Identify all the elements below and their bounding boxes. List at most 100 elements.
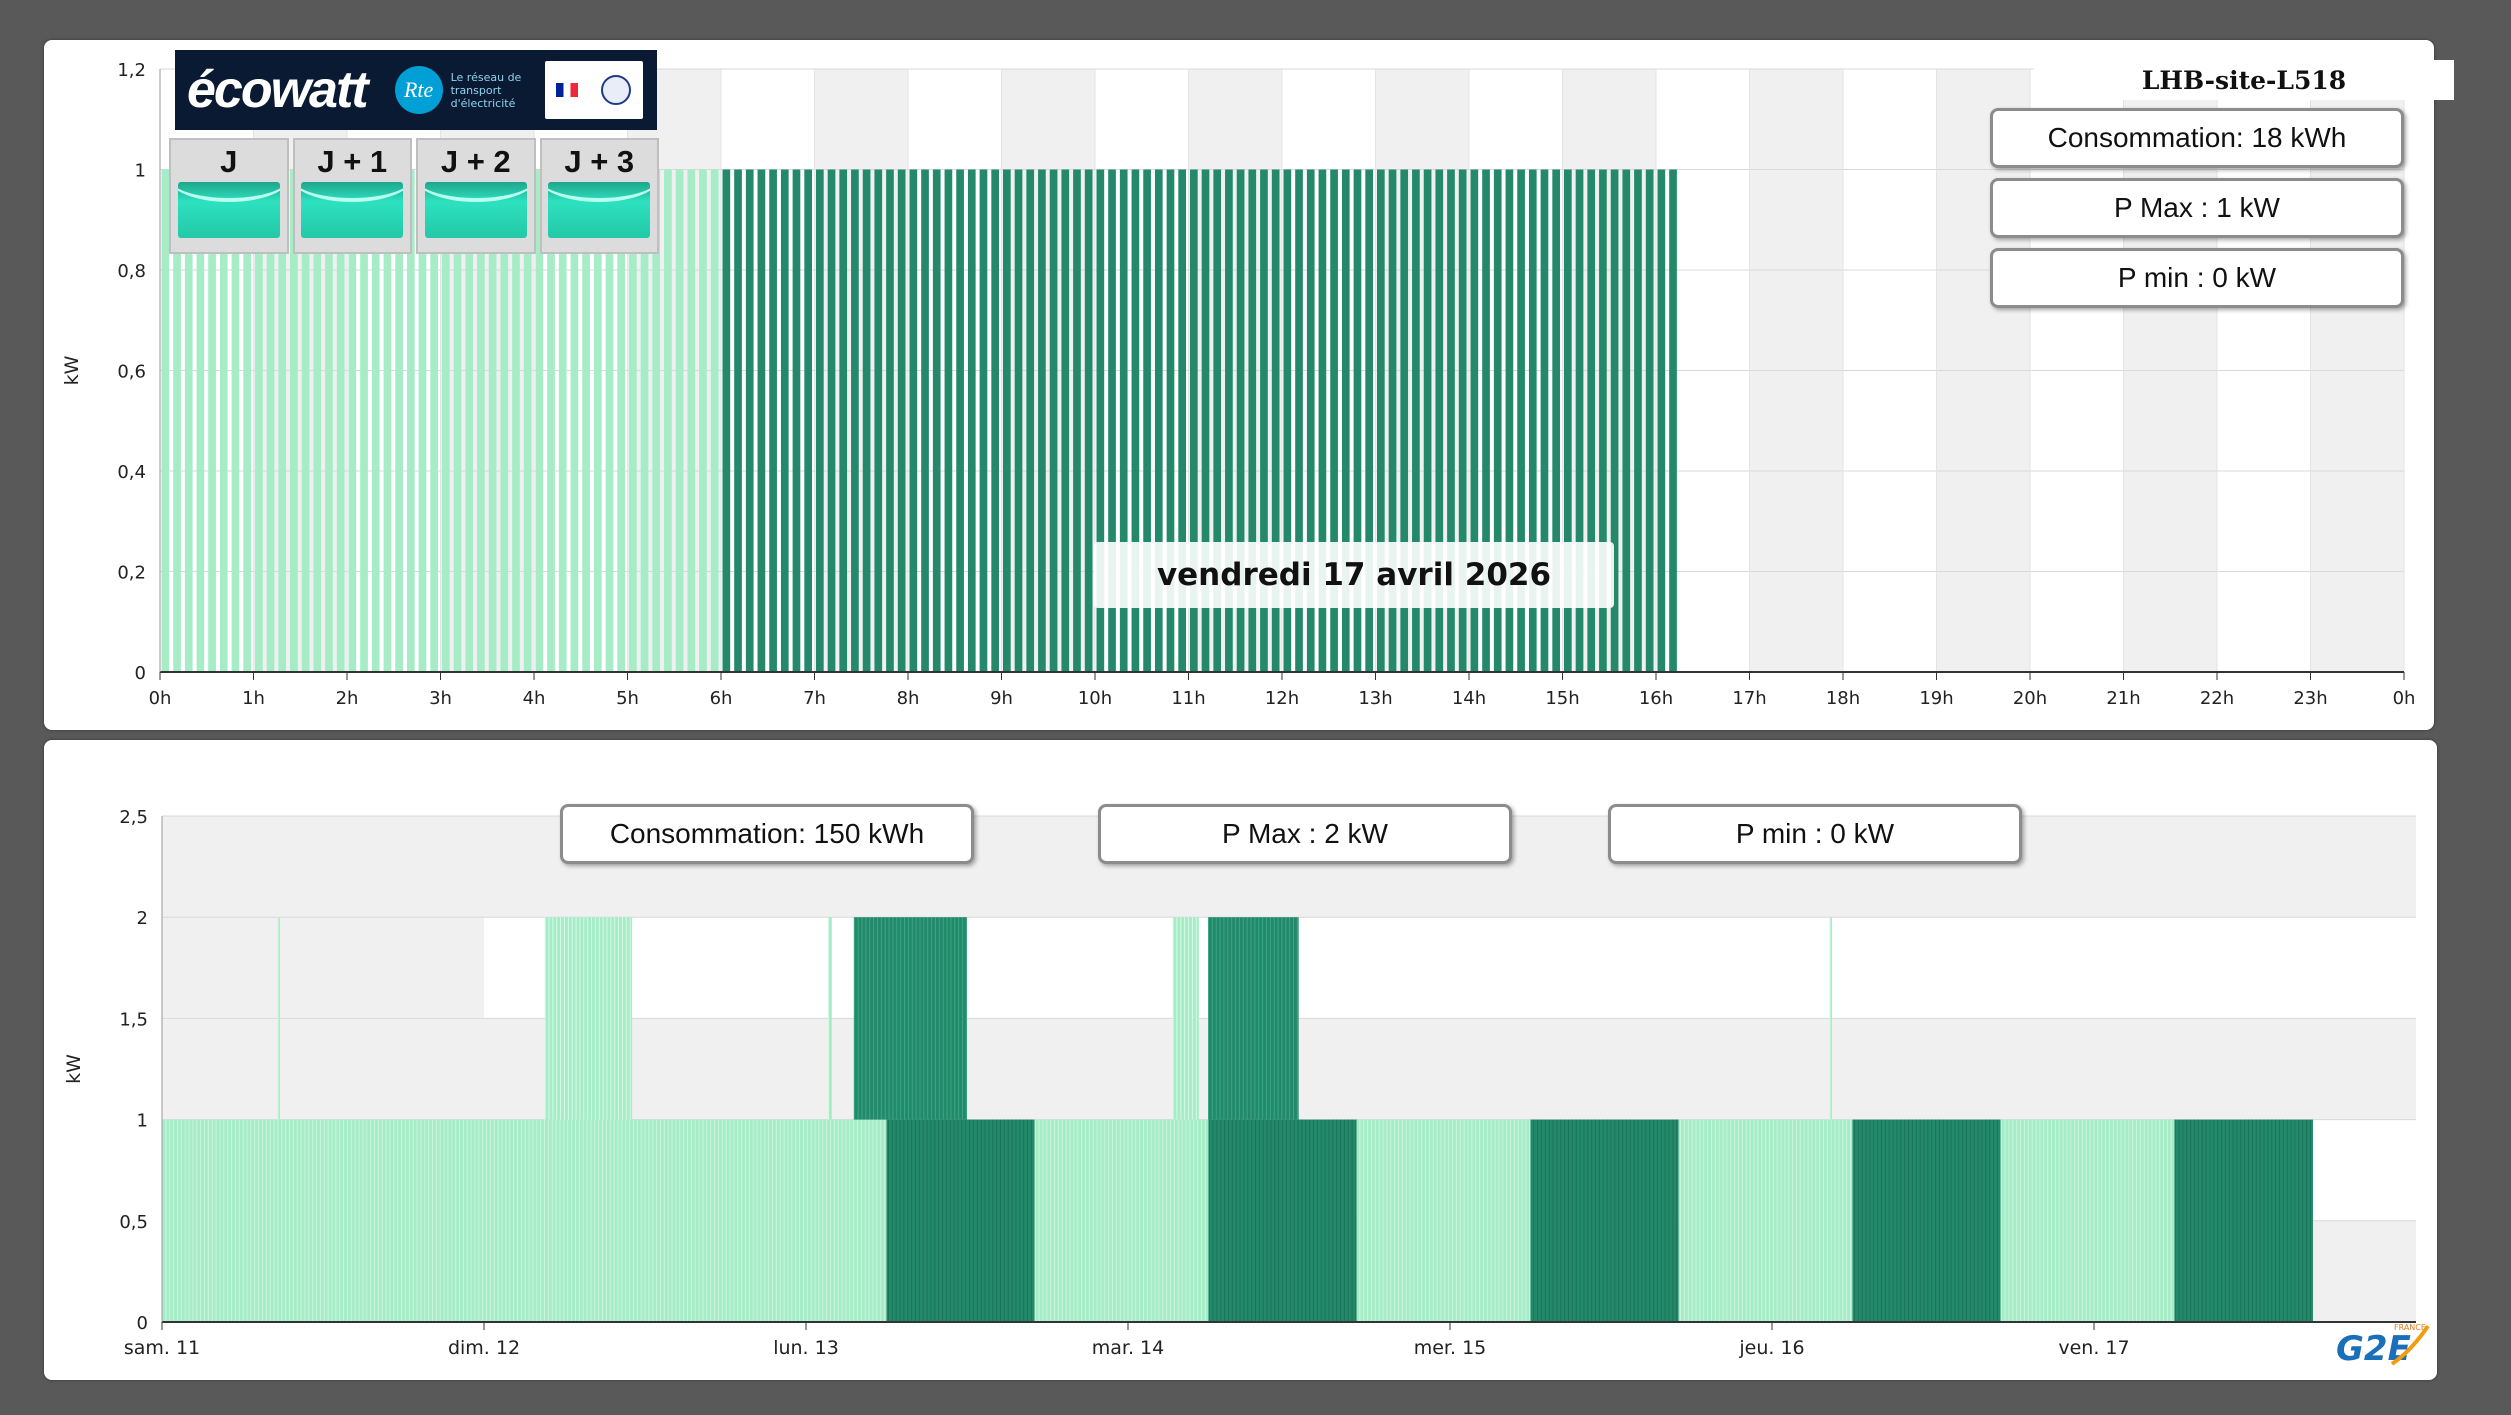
power-bar (664, 169, 672, 672)
site-title: LHB-site-L518 (2034, 60, 2454, 100)
power-bar (827, 169, 836, 672)
ademe-seal-icon (601, 75, 632, 105)
power-bar (1587, 169, 1596, 672)
forecast-day-j2[interactable]: J + 2 (416, 138, 536, 254)
power-bar (1505, 169, 1514, 672)
power-bar (1038, 169, 1046, 672)
power-bar (1330, 169, 1338, 672)
peak-bar (1829, 917, 1832, 1120)
power-bar (348, 169, 357, 672)
power-bar (1622, 169, 1631, 672)
y-axis-label: kW (63, 1054, 85, 1084)
power-bar (406, 169, 415, 672)
power-bar (675, 169, 684, 672)
power-bar (1178, 169, 1186, 672)
peak-bar (828, 917, 832, 1120)
light-tariff-block (1034, 1119, 1209, 1322)
power-bar (1108, 169, 1116, 672)
power-bar (1260, 169, 1268, 672)
top-pmin-box: P min : 0 kW (1990, 248, 2404, 308)
power-bar (290, 169, 298, 672)
daily-power-panel: 0 0,2 0,4 0,6 0,8 1 1,2 kW 0h 1h 2h 3h 4h 5h 6h 7h 8h 9h 1… (44, 40, 2454, 730)
forecast-day-j3[interactable]: J + 3 (539, 138, 659, 254)
power-bar (991, 169, 999, 672)
x-tick-label: ven. 17 (2058, 1337, 2129, 1359)
power-bar (1283, 169, 1292, 672)
power-bar (547, 169, 555, 672)
power-bar (1271, 169, 1280, 672)
x-tick-label: 4h (523, 688, 546, 709)
day-band (1450, 917, 1772, 1019)
power-bar (360, 169, 368, 672)
y-tick-label: 1 (137, 1111, 148, 1132)
green-signal-icon (424, 182, 527, 238)
forecast-day-j[interactable]: J (169, 138, 289, 254)
power-bar (1365, 169, 1373, 672)
y-tick-label: 0,5 (119, 1212, 148, 1233)
y-tick-label: 0,6 (117, 362, 146, 383)
date-banner: vendredi 17 avril 2026 (1094, 542, 1614, 608)
x-tick-label: 1h (242, 688, 265, 709)
power-bar (804, 169, 812, 672)
x-tick-label: jeu. 16 (1738, 1337, 1804, 1359)
power-bar (325, 169, 333, 672)
x-tick-label: 20h (2013, 688, 2047, 709)
power-bar (862, 169, 871, 672)
power-bar (1377, 169, 1385, 672)
peak-bar (277, 917, 280, 1120)
power-bar (979, 169, 988, 672)
power-bar (921, 169, 929, 672)
power-bar (1166, 169, 1175, 672)
peak-bar (854, 917, 967, 1120)
power-bar (1552, 169, 1560, 672)
y-tick-label: 2,5 (119, 807, 148, 828)
power-bar (1318, 169, 1327, 672)
power-bar (780, 169, 789, 672)
forecast-day-label: J + 2 (440, 144, 511, 179)
y-tick-label: 1,2 (117, 60, 146, 81)
y-tick-label: 0,8 (117, 261, 146, 282)
ecowatt-wordmark: écowatt (187, 61, 369, 119)
peak-bar (545, 917, 633, 1120)
power-bar (874, 169, 883, 672)
power-bar (1341, 169, 1350, 672)
g2e-logo-text: G2E (2336, 1329, 2411, 1369)
power-bar (745, 169, 754, 672)
power-bar (313, 169, 322, 672)
power-bar (617, 169, 625, 672)
x-tick-label: lun. 13 (773, 1337, 839, 1359)
power-bar (839, 169, 848, 672)
power-bar (1154, 169, 1163, 672)
gov-logo-icon (544, 61, 643, 119)
y-tick-label: 1 (135, 161, 146, 182)
forecast-day-j1[interactable]: J + 1 (292, 138, 412, 254)
x-tick-label: 17h (1732, 688, 1766, 709)
power-bar (1564, 169, 1572, 672)
power-bar (1575, 169, 1584, 672)
power-bar (1482, 169, 1490, 672)
power-bar (734, 169, 742, 672)
power-bar (1528, 169, 1537, 672)
power-bar (769, 169, 777, 672)
power-bar (1225, 169, 1233, 672)
power-bar (652, 169, 661, 672)
power-bar (851, 169, 859, 672)
power-bar (1306, 169, 1315, 672)
power-bar (605, 169, 614, 672)
top-consumption-box: Consommation: 18 kWh (1990, 108, 2404, 168)
x-tick-label: 0h (149, 688, 172, 709)
x-tick-label: 3h (429, 688, 452, 709)
light-tariff-block (1356, 1119, 1531, 1322)
power-bar (1003, 169, 1011, 672)
ecowatt-forecast: J J + 1 J + 2 J + 3 (169, 138, 659, 254)
power-bar (1131, 169, 1140, 672)
ecowatt-logo[interactable]: écowatt Rte Le réseau de transport d'éle… (175, 50, 657, 130)
weekly-power-panel: 0 0,5 1 1,5 2 2,5 kW sam. 11 dim. 12 lun. 13 mar. … (44, 740, 2437, 1380)
x-tick-label: 23h (2293, 688, 2327, 709)
power-bar (1669, 169, 1677, 672)
power-bar (1084, 169, 1093, 672)
power-bar (184, 169, 193, 672)
g2e-logo-icon: G2E FRANCE (2336, 1323, 2430, 1369)
power-bar (558, 169, 567, 672)
power-bar (1295, 169, 1303, 672)
